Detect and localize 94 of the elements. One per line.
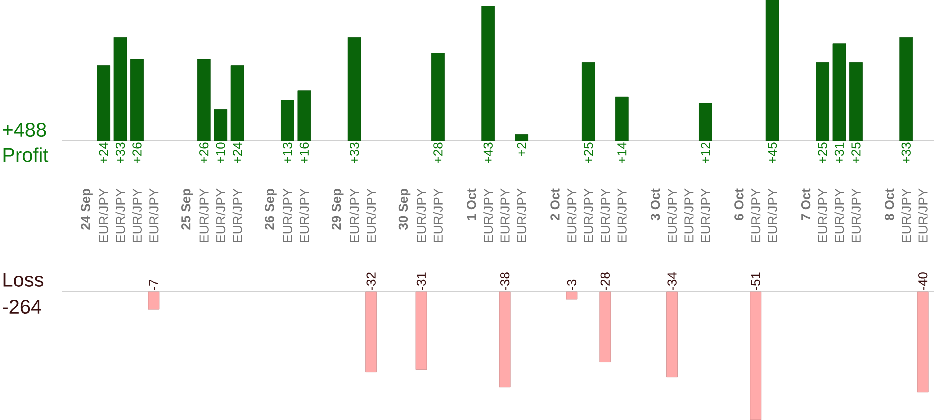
bar xyxy=(97,66,111,142)
x-tick-label: EUR/JPY xyxy=(282,188,292,242)
x-tick-label: EUR/JPY xyxy=(600,188,610,242)
x-tick-label: 26 Sep xyxy=(265,189,277,230)
x-tick-label: 8 Oct xyxy=(885,188,894,221)
data-label: +33 xyxy=(116,142,126,164)
data-label: +24 xyxy=(233,142,242,164)
data-label: +45 xyxy=(768,142,778,164)
data-label: +14 xyxy=(618,142,627,164)
bar xyxy=(816,62,830,142)
bar xyxy=(850,62,863,142)
data-label: +25 xyxy=(818,142,828,164)
text: Profit xyxy=(4,148,49,162)
x-tick-label: EUR/JPY xyxy=(199,188,209,242)
x-tick-label: 29 Sep xyxy=(332,189,344,230)
x-tick-label: EUR/JPY xyxy=(216,188,226,242)
data-label: +16 xyxy=(300,142,310,164)
bar xyxy=(900,37,914,142)
data-label: +26 xyxy=(132,142,142,164)
data-label: +10 xyxy=(216,142,226,164)
bar xyxy=(114,37,128,142)
x-tick-label: EUR/JPY xyxy=(668,188,678,242)
text: -264 xyxy=(3,300,42,314)
x-tick-label: 3 Oct xyxy=(650,188,660,221)
x-tick-label: EUR/JPY xyxy=(851,188,861,242)
bar xyxy=(582,62,596,142)
x-tick-label: 6 Oct xyxy=(734,188,744,220)
x-tick-label: EUR/JPY xyxy=(350,188,360,242)
data-label: +2 xyxy=(517,142,526,156)
x-tick-label: EUR/JPY xyxy=(132,188,142,242)
data-label: +33 xyxy=(350,142,360,164)
bar xyxy=(515,134,529,142)
x-tick-label: EUR/JPY xyxy=(484,188,494,242)
bar xyxy=(281,100,294,142)
x-tick-label: 7 Oct xyxy=(801,188,811,220)
bar xyxy=(230,66,244,142)
x-tick-label: EUR/JPY xyxy=(768,188,778,242)
data-label: -3 xyxy=(567,280,577,290)
data-label: +33 xyxy=(902,142,911,164)
bar xyxy=(214,109,228,142)
x-tick-label: 25 Sep xyxy=(182,189,194,230)
data-label: +26 xyxy=(200,142,209,164)
x-tick-label: EUR/JPY xyxy=(500,188,510,242)
bar xyxy=(298,90,312,142)
x-tick-label: EUR/JPY xyxy=(433,188,443,242)
x-tick-label: EUR/JPY xyxy=(149,188,159,242)
x-tick-label: EUR/JPY xyxy=(684,188,694,242)
x-tick-label: EUR/JPY xyxy=(834,188,844,242)
bar xyxy=(699,103,712,142)
data-label: -31 xyxy=(416,272,426,290)
data-label: -32 xyxy=(366,272,376,290)
bar xyxy=(615,96,629,142)
x-tick-label: 24 Sep xyxy=(81,189,93,230)
data-label: +31 xyxy=(834,142,844,164)
data-label: -40 xyxy=(918,272,928,290)
x-tick-label: EUR/JPY xyxy=(818,188,828,242)
x-tick-label: EUR/JPY xyxy=(584,188,594,242)
data-label: -34 xyxy=(668,272,677,290)
x-tick-label: EUR/JPY xyxy=(232,188,242,242)
x-tick-label: 1 Oct xyxy=(467,188,476,220)
data-label: +13 xyxy=(283,142,292,164)
x-tick-label: 2 Oct xyxy=(550,188,560,220)
x-tick-label: EUR/JPY xyxy=(99,188,109,242)
chart-title: Loss xyxy=(4,273,44,287)
data-label: -28 xyxy=(600,272,610,290)
bar xyxy=(766,0,780,142)
data-label: +43 xyxy=(484,142,493,164)
x-tick-label: EUR/JPY xyxy=(300,188,310,242)
data-label: +24 xyxy=(99,142,108,164)
data-label: -7 xyxy=(150,280,158,290)
x-tick-label: EUR/JPY xyxy=(617,188,627,242)
bar xyxy=(832,44,846,142)
bar xyxy=(197,59,211,142)
bar xyxy=(130,59,144,142)
x-tick-label: EUR/JPY xyxy=(751,188,761,242)
text: +488 xyxy=(3,122,46,138)
bar xyxy=(482,6,496,142)
data-label: +25 xyxy=(852,142,861,164)
data-label: +28 xyxy=(434,142,443,164)
x-tick-label: EUR/JPY xyxy=(416,188,426,242)
x-tick-label: EUR/JPY xyxy=(918,188,928,242)
data-label: +12 xyxy=(701,142,710,164)
x-tick-label: EUR/JPY xyxy=(700,188,710,242)
data-label: +25 xyxy=(584,142,594,164)
x-tick-label: EUR/JPY xyxy=(902,188,912,242)
x-tick-label: EUR/JPY xyxy=(517,188,527,242)
data-label: -38 xyxy=(500,272,510,290)
x-tick-label: EUR/JPY xyxy=(567,188,577,242)
x-tick-label: EUR/JPY xyxy=(366,188,376,242)
x-tick-label: EUR/JPY xyxy=(116,188,126,242)
bar xyxy=(432,53,445,142)
data-label: -51 xyxy=(751,272,760,290)
x-tick-label: 30 Sep xyxy=(398,189,411,230)
bar xyxy=(348,37,362,142)
